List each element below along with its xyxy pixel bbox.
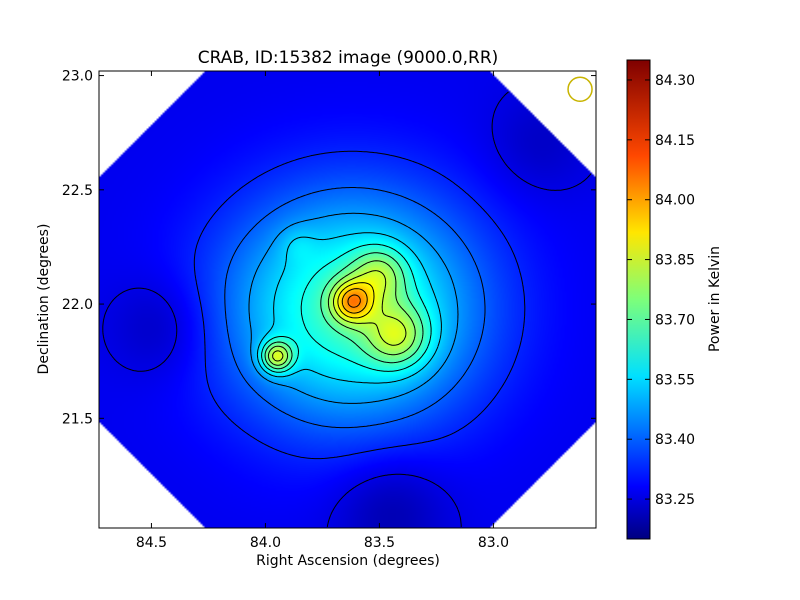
x-tick-label: 83.0	[478, 535, 509, 551]
y-axis-ticks: 21.5 22.0 22.5 23.0	[62, 69, 596, 427]
colorbar	[626, 59, 651, 540]
beam-marker	[567, 76, 593, 103]
colorbar-tick-label: 84.30	[655, 73, 695, 89]
x-tick-label: 84.0	[250, 535, 281, 551]
contour-line	[102, 91, 592, 528]
contour-line	[248, 212, 459, 404]
plot-frame	[98, 70, 597, 529]
y-tick-label: 21.5	[62, 411, 93, 427]
heatmap-layer	[99, 71, 596, 528]
y-tick-label: 23.0	[62, 69, 93, 85]
colorbar-label: Power in Kelvin	[707, 246, 723, 352]
contour-line	[272, 270, 407, 362]
contour-line	[193, 150, 526, 460]
x-tick-label: 84.5	[136, 535, 167, 551]
x-axis-label: Right Ascension (degrees)	[256, 553, 440, 569]
y-axis-label: Declination (degrees)	[36, 224, 52, 375]
contour-lines	[102, 91, 592, 528]
colorbar-tick-label: 83.85	[655, 253, 695, 269]
y-tick-label: 22.0	[62, 297, 93, 313]
contour-line	[256, 232, 442, 384]
x-tick-label: 83.5	[364, 535, 395, 551]
x-axis-ticks: 84.5 84.0 83.5 83.0	[136, 71, 509, 551]
colorbar-ticks: 83.25 83.40 83.55 83.70 83.85 84.00 84.15 84.30	[627, 73, 695, 508]
colorbar-tick-label: 84.00	[655, 193, 695, 209]
colorbar-tick-label: 83.55	[655, 372, 695, 388]
heatmap-image	[99, 71, 596, 528]
contour-line	[341, 288, 368, 314]
contour-line	[264, 252, 424, 370]
colorbar-tick-label: 84.15	[655, 133, 695, 149]
chart-title: CRAB, ID:15382 image (9000.0,RR)	[198, 48, 499, 68]
colorbar-tick-label: 83.40	[655, 432, 695, 448]
colorbar-tick-label: 83.25	[655, 492, 695, 508]
colorbar-tick-label: 83.70	[655, 312, 695, 328]
contour-line	[267, 260, 416, 366]
contour-line	[337, 282, 375, 319]
y-tick-label: 22.5	[62, 183, 93, 199]
contour-line	[347, 294, 361, 308]
contour-line	[224, 187, 486, 429]
contour-line	[261, 243, 432, 373]
